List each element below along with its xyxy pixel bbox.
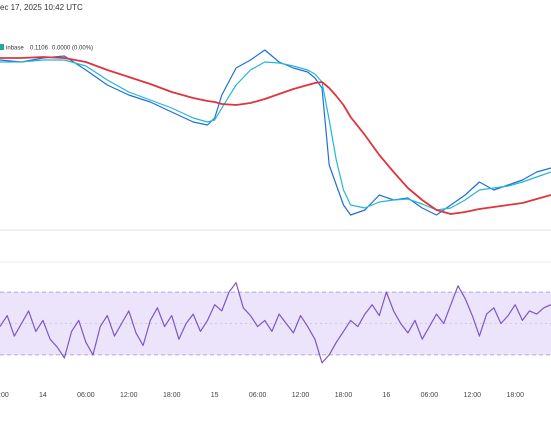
change-text: 0.0000 (0.00%) (52, 46, 93, 52)
source: inbase (6, 46, 24, 52)
x-tick-label: 12:00 (120, 392, 138, 399)
timestamp: ec 17, 2025 10:42 UTC (0, 3, 83, 12)
series-line (0, 59, 551, 211)
x-tick-label: 16 (383, 392, 391, 399)
series-line (0, 56, 551, 215)
x-tick-label: 06:00 (421, 392, 439, 399)
x-tick-label: 18:00 (506, 392, 524, 399)
x-tick-label: 18:00 (163, 392, 181, 399)
x-tick-label: 15 (211, 392, 219, 399)
x-tick-label: 12:00 (292, 392, 310, 399)
x-tick-label: 18:00 (0, 392, 9, 399)
x-tick-label: 06:00 (77, 392, 95, 399)
x-tick-label: 14 (39, 392, 47, 399)
x-tick-label: 06:00 (249, 392, 267, 399)
x-tick-label: 18:00 (335, 392, 353, 399)
x-tick-label: 12:00 (464, 392, 482, 399)
price-text: 0.1106 (30, 46, 49, 52)
series-line (0, 282, 551, 364)
status-dot (0, 44, 4, 50)
series-line (0, 49, 551, 216)
